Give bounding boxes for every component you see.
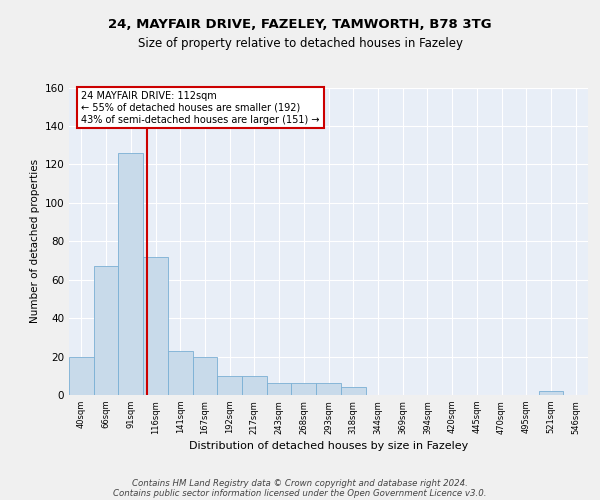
X-axis label: Distribution of detached houses by size in Fazeley: Distribution of detached houses by size … bbox=[189, 440, 468, 450]
Text: 24, MAYFAIR DRIVE, FAZELEY, TAMWORTH, B78 3TG: 24, MAYFAIR DRIVE, FAZELEY, TAMWORTH, B7… bbox=[108, 18, 492, 30]
Bar bbox=[168, 351, 193, 395]
Bar bbox=[118, 153, 143, 395]
Bar bbox=[316, 384, 341, 395]
Bar bbox=[94, 266, 118, 395]
Bar bbox=[242, 376, 267, 395]
Bar bbox=[193, 356, 217, 395]
Text: 24 MAYFAIR DRIVE: 112sqm
← 55% of detached houses are smaller (192)
43% of semi-: 24 MAYFAIR DRIVE: 112sqm ← 55% of detach… bbox=[82, 92, 320, 124]
Bar bbox=[341, 388, 365, 395]
Bar bbox=[69, 356, 94, 395]
Bar bbox=[267, 384, 292, 395]
Text: Size of property relative to detached houses in Fazeley: Size of property relative to detached ho… bbox=[137, 38, 463, 51]
Bar bbox=[143, 256, 168, 395]
Bar bbox=[292, 384, 316, 395]
Bar bbox=[539, 391, 563, 395]
Bar bbox=[217, 376, 242, 395]
Text: Contains public sector information licensed under the Open Government Licence v3: Contains public sector information licen… bbox=[113, 488, 487, 498]
Y-axis label: Number of detached properties: Number of detached properties bbox=[30, 159, 40, 324]
Text: Contains HM Land Registry data © Crown copyright and database right 2024.: Contains HM Land Registry data © Crown c… bbox=[132, 478, 468, 488]
